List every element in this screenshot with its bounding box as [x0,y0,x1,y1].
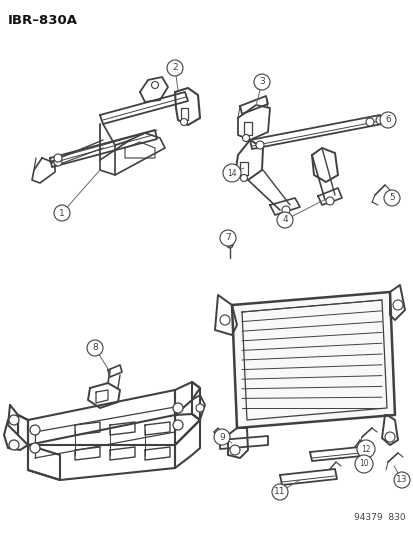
Circle shape [276,212,292,228]
Circle shape [173,420,183,430]
Circle shape [383,190,399,206]
Circle shape [166,60,183,76]
Circle shape [214,429,230,445]
Circle shape [54,154,62,162]
Circle shape [354,455,372,473]
Text: 5: 5 [388,193,394,203]
Circle shape [281,206,289,214]
Circle shape [392,300,402,310]
Circle shape [195,404,204,412]
Text: 94379  830: 94379 830 [354,513,405,522]
Text: 6: 6 [384,116,390,125]
Circle shape [151,82,158,88]
Circle shape [379,112,395,128]
Text: 9: 9 [218,432,224,441]
Circle shape [255,141,263,149]
Text: 11: 11 [273,488,285,497]
Circle shape [173,403,183,413]
Polygon shape [231,292,394,428]
Circle shape [30,443,40,453]
Circle shape [226,242,233,248]
Circle shape [219,315,230,325]
Circle shape [54,205,70,221]
Circle shape [254,74,269,90]
Circle shape [87,340,103,356]
Text: 2: 2 [172,63,177,72]
Circle shape [325,197,333,205]
Text: 3: 3 [259,77,264,86]
Circle shape [240,174,247,182]
Circle shape [30,425,40,435]
Circle shape [230,445,240,455]
Circle shape [375,116,383,124]
Circle shape [271,484,287,500]
Circle shape [356,440,374,458]
Circle shape [223,164,240,182]
Circle shape [384,432,394,442]
Circle shape [54,158,62,166]
Text: 1: 1 [59,208,65,217]
Text: 14: 14 [227,168,236,177]
Text: 8: 8 [92,343,97,352]
Circle shape [242,134,249,141]
Text: 12: 12 [361,445,370,454]
Circle shape [9,440,19,450]
Text: 13: 13 [395,475,407,484]
Text: IBR–830A: IBR–830A [8,14,78,27]
Circle shape [180,118,187,125]
Circle shape [9,415,19,425]
Circle shape [393,472,409,488]
Circle shape [219,230,235,246]
Text: 10: 10 [358,459,368,469]
Text: 7: 7 [225,233,230,243]
Text: 4: 4 [282,215,287,224]
Circle shape [365,118,373,126]
